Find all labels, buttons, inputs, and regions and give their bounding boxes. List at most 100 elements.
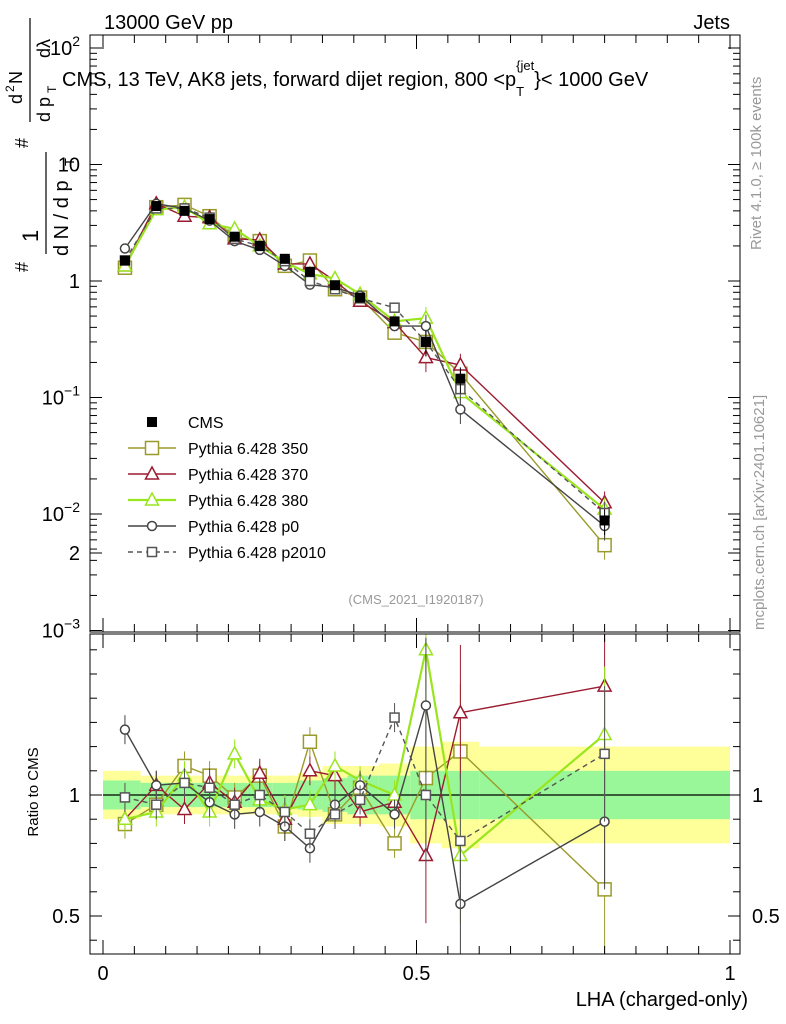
svg-text:T: T (62, 158, 77, 166)
legend-marker (147, 417, 157, 427)
ratio-y-tick-label: 1 (69, 785, 80, 807)
svg-text:dλ: dλ (34, 39, 54, 58)
mcplots-label: mcplots.cern.ch [arXiv:2401.10621] (751, 395, 768, 630)
svg-text:T: T (45, 85, 59, 93)
svg-text:1: 1 (18, 230, 43, 242)
ratio-data-point (302, 734, 318, 750)
ratio-data-point (226, 745, 243, 760)
ratio-data-point (119, 724, 131, 735)
ratio-data-point (229, 799, 240, 810)
main-y-tick-label: 1 (69, 271, 80, 293)
data-point (420, 320, 432, 332)
ratio-y-tick-label: 0.5 (52, 906, 80, 928)
ratio-data-point (599, 748, 610, 760)
legend-label: Pythia 6.428 380 (188, 493, 308, 510)
ratio-data-point (354, 794, 366, 806)
data-point (279, 253, 290, 264)
analysis-id: (CMS_2021_I1920187) (348, 592, 483, 607)
ratio-data-point (420, 789, 432, 801)
ratio-plot-series (117, 634, 613, 954)
legend-entry: Pythia 6.428 p0 (128, 519, 299, 536)
ratio-series-line (124, 685, 605, 858)
legend-entry: Pythia 6.428 380 (128, 491, 308, 510)
svg-text:d N / d p: d N / d p (51, 180, 73, 256)
ratio-data-point (420, 700, 432, 711)
data-point (455, 404, 466, 415)
data-point (355, 292, 366, 303)
plot-title: CMS, 13 TeV, AK8 jets, forward dijet reg… (62, 58, 649, 99)
main-y-tick-label: 10 (58, 155, 80, 177)
data-point (119, 243, 131, 254)
ratio-series-pythia-6-428-p2010 (119, 686, 610, 909)
ratio-data-point (151, 780, 162, 791)
ratio-data-point (387, 836, 402, 851)
series-pythia-6-428-p0 (119, 198, 610, 541)
ratio-data-point (251, 764, 268, 779)
legend-entry: Pythia 6.428 370 (128, 465, 308, 484)
data-point (455, 373, 466, 384)
ratio-data-point (389, 809, 400, 820)
data-point (204, 214, 215, 225)
legend-entry: Pythia 6.428 350 (128, 440, 308, 458)
data-point (389, 316, 400, 327)
ratio-y-tick-label: 2 (69, 543, 80, 565)
header-right: Jets (693, 12, 730, 34)
data-point (599, 515, 610, 526)
ratio-data-point (204, 782, 215, 793)
legend-label: Pythia 6.428 370 (188, 467, 308, 484)
ratio-data-point (151, 799, 162, 810)
data-point (151, 201, 162, 212)
data-point (254, 240, 265, 251)
legend-marker (146, 546, 158, 558)
ratio-plot-frame (89, 633, 741, 955)
svg-text:d p: d p (34, 97, 54, 122)
legend-marker (144, 465, 160, 480)
data-point (119, 255, 130, 266)
ratio-data-point (455, 835, 466, 847)
series-line (123, 206, 606, 511)
ratio-data-point (279, 806, 291, 818)
data-point (329, 280, 340, 291)
x-tick-label: 1 (724, 963, 735, 985)
ratio-data-point (304, 828, 316, 839)
ratio-data-point (119, 792, 131, 803)
data-point (418, 349, 434, 364)
main-y-tick-label: 102 (50, 33, 80, 60)
ratio-data-point (117, 810, 133, 825)
data-point (304, 275, 316, 287)
main-y-tick-label: 10−3 (42, 616, 80, 643)
legend-label: CMS (188, 415, 224, 432)
y-axis-label: # 1 d N / d p T # d 2 N d p T dλ (3, 18, 77, 272)
legend: CMS Pythia 6.428 350 Pythia 6.428 370 Pythi… (128, 415, 326, 562)
ratio-y-tick-label-right: 1 (752, 785, 763, 807)
data-point (179, 205, 190, 216)
ratio-data-point (452, 704, 469, 719)
x-axis-label: LHA (charged-only) (576, 989, 748, 1011)
legend-label: Pythia 6.428 p2010 (188, 545, 326, 562)
rivet-version-label: Rivet 4.1.0, ≥ 100k events (748, 77, 765, 250)
x-tick-label: 0 (97, 963, 108, 985)
svg-text:#: # (12, 138, 32, 148)
x-tick-label: 0.5 (403, 963, 431, 985)
data-point (389, 302, 400, 313)
ratio-y-tick-label-right: 0.5 (752, 906, 780, 928)
ratio-data-point (389, 712, 400, 723)
legend-marker (144, 440, 160, 456)
main-plot-series (117, 195, 613, 560)
data-point (420, 336, 431, 347)
main-y-tick-label: 10−1 (42, 383, 80, 410)
series-cms (119, 201, 610, 536)
svg-text:N: N (6, 71, 26, 84)
legend-entry: Pythia 6.428 p2010 (128, 545, 326, 562)
ratio-data-point (254, 789, 265, 801)
ratio-data-point (302, 796, 318, 811)
ratio-data-point (176, 800, 193, 816)
legend-label: Pythia 6.428 350 (188, 441, 308, 458)
legend-marker (144, 491, 160, 506)
legend-label: Pythia 6.428 p0 (188, 519, 299, 536)
svg-text:#: # (12, 262, 32, 272)
axes: 102 10 1 10−1 10−2 10−3 0 0.5 1 0.5 0.5 1 1 2 (42, 33, 780, 985)
svg-text:d: d (6, 94, 26, 104)
ratio-y-label: Ratio to CMS (25, 747, 42, 836)
